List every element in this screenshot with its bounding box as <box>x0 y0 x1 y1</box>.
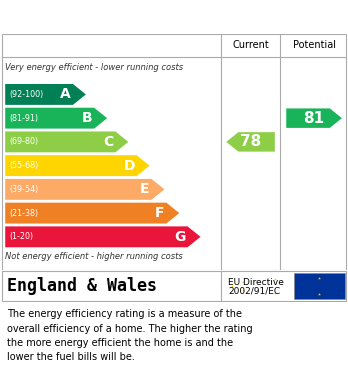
Text: G: G <box>174 230 186 244</box>
Polygon shape <box>226 132 275 152</box>
Polygon shape <box>5 179 165 200</box>
Text: E: E <box>140 182 150 196</box>
Text: (39-54): (39-54) <box>9 185 39 194</box>
Text: Current: Current <box>232 41 269 50</box>
Text: B: B <box>82 111 93 125</box>
Polygon shape <box>5 155 150 176</box>
Text: (21-38): (21-38) <box>9 209 39 218</box>
Text: Potential: Potential <box>293 41 335 50</box>
Polygon shape <box>5 226 200 247</box>
Text: 81: 81 <box>303 111 325 126</box>
Text: F: F <box>155 206 165 220</box>
Text: (92-100): (92-100) <box>9 90 44 99</box>
Text: England & Wales: England & Wales <box>7 277 157 295</box>
Text: (55-68): (55-68) <box>9 161 39 170</box>
Polygon shape <box>286 108 342 128</box>
Text: 78: 78 <box>240 135 261 149</box>
Text: (1-20): (1-20) <box>9 232 33 241</box>
Text: The energy efficiency rating is a measure of the
overall efficiency of a home. T: The energy efficiency rating is a measur… <box>7 309 253 362</box>
Bar <box>294 273 345 300</box>
Text: (69-80): (69-80) <box>9 137 39 146</box>
Text: (81-91): (81-91) <box>9 114 39 123</box>
Text: EU Directive: EU Directive <box>228 278 284 287</box>
Text: A: A <box>61 88 71 101</box>
Text: D: D <box>123 159 135 173</box>
Text: 2002/91/EC: 2002/91/EC <box>228 286 280 295</box>
Text: C: C <box>103 135 114 149</box>
Text: Not energy efficient - higher running costs: Not energy efficient - higher running co… <box>5 253 183 262</box>
Polygon shape <box>5 84 86 105</box>
Text: Very energy efficient - lower running costs: Very energy efficient - lower running co… <box>5 63 183 72</box>
Polygon shape <box>5 131 128 152</box>
Polygon shape <box>5 108 107 129</box>
Polygon shape <box>5 203 179 224</box>
Text: Energy Efficiency Rating: Energy Efficiency Rating <box>5 8 234 26</box>
